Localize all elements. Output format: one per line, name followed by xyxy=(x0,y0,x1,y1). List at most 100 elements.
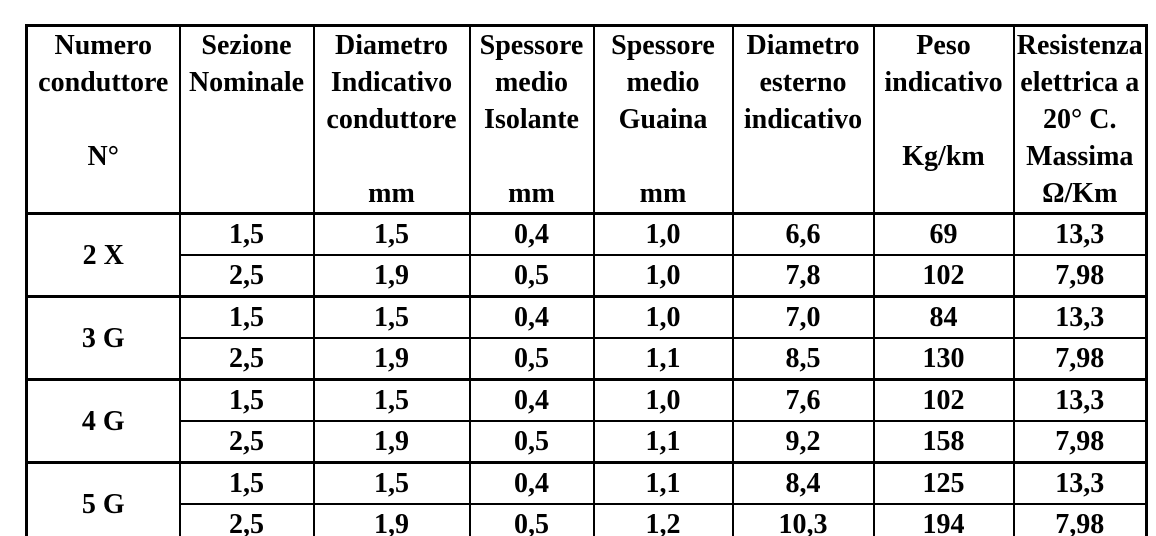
cell-spessore-guaina: 1,0 xyxy=(592,212,734,256)
cell-peso: 194 xyxy=(872,503,1015,536)
header-line xyxy=(734,138,873,175)
table-row-2x-2: 2,5 1,9 0,5 1,0 7,8 102 7,98 xyxy=(27,254,1148,298)
cell-diametro-conduttore: 1,9 xyxy=(312,420,471,464)
header-line: conduttore xyxy=(38,67,169,98)
cell-resistenza: 13,3 xyxy=(1012,212,1148,256)
cell-sezione: 1,5 xyxy=(178,378,315,422)
col-header-peso-indicativo: Peso indicativo Kg/km xyxy=(872,24,1015,215)
col-header-numero-conduttore: Numero conduttore N° xyxy=(25,24,181,215)
header-line xyxy=(28,175,179,212)
col-header-spessore-medio-guaina: Spessore medio Guaina mm xyxy=(592,24,734,215)
col-header-resistenza-elettrica: Resistenza elettrica a 20° C. Massima Ω/… xyxy=(1012,24,1148,215)
header-line: N° xyxy=(87,141,119,172)
col-header-sezione-nominale: Sezione Nominale xyxy=(178,24,315,215)
header-line: Guaina xyxy=(618,104,708,135)
header-line xyxy=(315,138,469,175)
cell-diametro-conduttore: 1,9 xyxy=(312,337,471,381)
cell-peso: 69 xyxy=(872,212,1015,256)
cell-diametro-esterno: 6,6 xyxy=(731,212,875,256)
header-line: mm xyxy=(508,178,555,209)
cell-spessore-guaina: 1,0 xyxy=(592,295,734,339)
cell-peso: 130 xyxy=(872,337,1015,381)
header-line: Spessore xyxy=(611,30,715,61)
table-row-5g-1: 5 G 1,5 1,5 0,4 1,1 8,4 125 13,3 xyxy=(25,461,1148,536)
cell-diametro-conduttore: 1,9 xyxy=(312,254,471,298)
cell-diametro-esterno: 9,2 xyxy=(731,420,875,464)
group-label-5g: 5 G xyxy=(25,461,181,536)
header-line: conduttore xyxy=(326,104,457,135)
header-line: Peso xyxy=(916,30,971,61)
header-line xyxy=(875,175,1013,212)
header-line: 20° C. xyxy=(1043,104,1117,135)
table-row-5g-2: 2,5 1,9 0,5 1,2 10,3 194 7,98 xyxy=(27,503,1148,536)
header-line: Indicativo xyxy=(330,67,453,98)
cell-diametro-esterno: 8,4 xyxy=(731,461,875,505)
cell-diametro-conduttore: 1,5 xyxy=(312,212,471,256)
cell-peso: 102 xyxy=(872,254,1015,298)
cell-spessore-guaina: 1,0 xyxy=(592,378,734,422)
table-row-4g-2: 2,5 1,9 0,5 1,1 9,2 158 7,98 xyxy=(27,420,1148,464)
cell-resistenza: 7,98 xyxy=(1012,254,1148,298)
table-row-3g-1: 3 G 1,5 1,5 0,4 1,0 7,0 84 13,3 xyxy=(25,295,1148,381)
col-header-diametro-indicativo-conduttore: Diametro Indicativo conduttore mm xyxy=(312,24,471,215)
header-line xyxy=(734,175,873,212)
cell-peso: 158 xyxy=(872,420,1015,464)
cell-diametro-conduttore: 1,5 xyxy=(312,295,471,339)
cell-spessore-isolante: 0,5 xyxy=(468,420,595,464)
cell-spessore-isolante: 0,4 xyxy=(468,461,595,505)
col-header-spessore-medio-isolante: Spessore medio Isolante mm xyxy=(468,24,595,215)
group-label-4g: 4 G xyxy=(25,378,181,464)
header-line: Diametro xyxy=(335,30,448,61)
header-line: Nominale xyxy=(188,67,305,98)
cell-diametro-esterno: 8,5 xyxy=(731,337,875,381)
cell-diametro-conduttore: 1,5 xyxy=(312,378,471,422)
header-line xyxy=(471,138,593,175)
cell-diametro-conduttore: 1,5 xyxy=(312,461,471,505)
header-line: medio xyxy=(494,67,569,98)
cell-diametro-esterno: 7,0 xyxy=(731,295,875,339)
header-line xyxy=(595,138,732,175)
header-line: Resistenza xyxy=(1016,30,1143,61)
header-line: elettrica a xyxy=(1020,67,1140,98)
header-line: Isolante xyxy=(484,104,579,135)
table-row-4g-1: 4 G 1,5 1,5 0,4 1,0 7,6 102 13,3 xyxy=(25,378,1148,464)
table-row-2x-1: 2 X 1,5 1,5 0,4 1,0 6,6 69 13,3 xyxy=(25,212,1148,298)
header-line: mm xyxy=(639,178,687,209)
header-line: mm xyxy=(368,178,415,209)
cell-spessore-isolante: 0,5 xyxy=(468,254,595,298)
cell-diametro-esterno: 7,6 xyxy=(731,378,875,422)
col-header-diametro-esterno-indicativo: Diametro esterno indicativo xyxy=(731,24,875,215)
cell-resistenza: 7,98 xyxy=(1012,420,1148,464)
cell-resistenza: 13,3 xyxy=(1012,461,1148,505)
cell-spessore-guaina: 1,1 xyxy=(592,461,734,505)
header-line: indicativo xyxy=(884,67,1003,98)
cell-diametro-esterno: 10,3 xyxy=(731,503,875,536)
cell-spessore-guaina: 1,1 xyxy=(592,337,734,381)
header-line: Spessore xyxy=(479,30,584,61)
group-label-3g: 3 G xyxy=(25,295,181,381)
cell-diametro-conduttore: 1,9 xyxy=(312,503,471,536)
cell-sezione: 2,5 xyxy=(178,503,315,536)
table-row-3g-2: 2,5 1,9 0,5 1,1 8,5 130 7,98 xyxy=(27,337,1148,381)
header-row: Numero conduttore N° Sezione Nominale Di… xyxy=(25,24,1148,215)
header-line: Kg/km xyxy=(902,141,985,172)
cell-resistenza: 7,98 xyxy=(1012,503,1148,536)
header-line xyxy=(181,101,313,138)
cell-spessore-isolante: 0,5 xyxy=(468,503,595,536)
header-line xyxy=(28,101,179,138)
header-line: Sezione xyxy=(201,30,292,61)
header-line: esterno xyxy=(759,67,847,98)
header-line: Massima xyxy=(1026,141,1134,172)
cell-sezione: 2,5 xyxy=(178,337,315,381)
cell-diametro-esterno: 7,8 xyxy=(731,254,875,298)
cell-spessore-isolante: 0,4 xyxy=(468,212,595,256)
cell-sezione: 2,5 xyxy=(178,254,315,298)
group-label-2x: 2 X xyxy=(25,212,181,298)
cell-sezione: 1,5 xyxy=(178,461,315,505)
header-line xyxy=(875,101,1013,138)
cell-peso: 84 xyxy=(872,295,1015,339)
cell-resistenza: 7,98 xyxy=(1012,337,1148,381)
header-line xyxy=(181,138,313,175)
header-line: indicativo xyxy=(743,104,863,135)
